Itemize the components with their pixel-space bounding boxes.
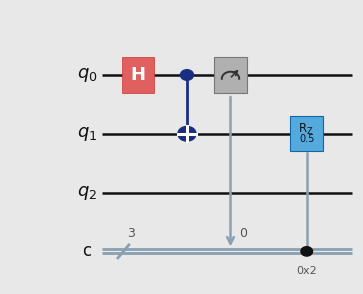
Text: 0: 0 (239, 227, 247, 240)
Text: 0x2: 0x2 (296, 266, 317, 276)
FancyBboxPatch shape (290, 116, 323, 151)
FancyBboxPatch shape (122, 57, 154, 93)
Circle shape (301, 247, 313, 256)
Text: $q_2$: $q_2$ (77, 183, 97, 202)
Text: H: H (130, 66, 146, 84)
Text: 3: 3 (127, 227, 135, 240)
Circle shape (178, 126, 196, 141)
Text: $\mathrm{R_Z}$: $\mathrm{R_Z}$ (298, 121, 313, 137)
Text: 0.5: 0.5 (299, 134, 314, 144)
FancyBboxPatch shape (214, 57, 247, 93)
Circle shape (180, 70, 193, 80)
Text: $q_1$: $q_1$ (77, 125, 97, 143)
Text: c: c (82, 242, 92, 260)
Text: $q_0$: $q_0$ (77, 66, 97, 84)
